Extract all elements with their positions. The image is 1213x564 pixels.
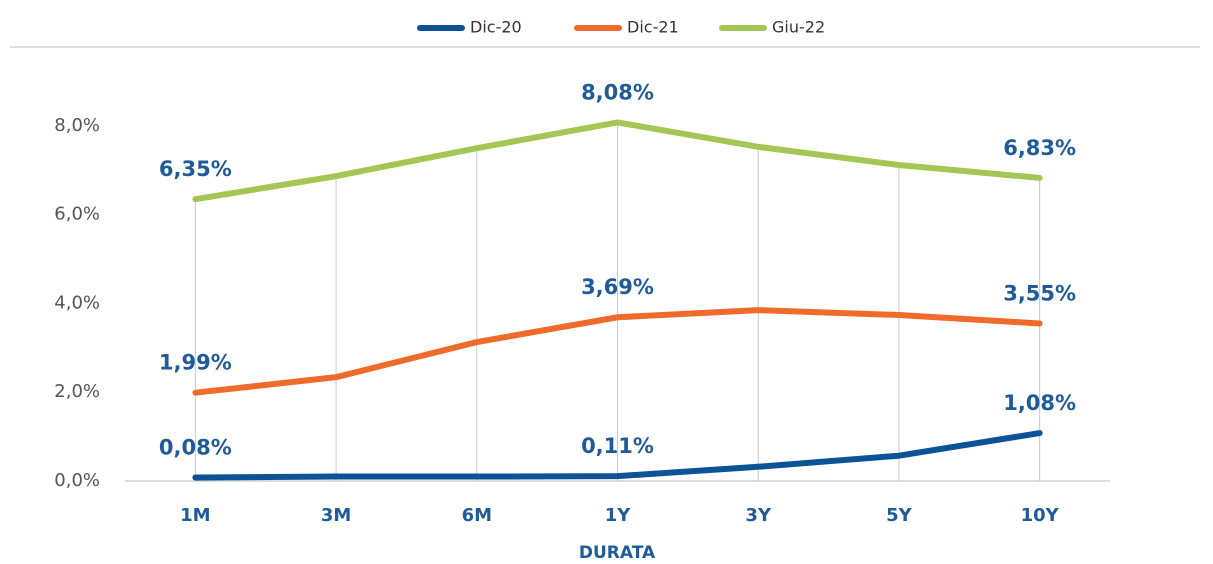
data-label: 6,83% <box>1003 136 1076 160</box>
legend-label: Giu-22 <box>772 18 825 37</box>
y-tick-label: 2,0% <box>54 381 100 402</box>
x-axis-title: DURATA <box>579 543 656 563</box>
data-label: 1,99% <box>159 351 232 375</box>
series-line <box>192 307 1043 396</box>
x-tick-label: 3M <box>321 505 351 526</box>
y-tick-label: 6,0% <box>54 204 100 225</box>
series-line <box>192 430 1043 481</box>
data-label: 6,35% <box>159 157 232 181</box>
x-tick-label: 5Y <box>886 505 913 526</box>
y-tick-label: 0,0% <box>54 470 100 491</box>
y-tick-label: 4,0% <box>54 292 100 313</box>
x-tick-label: 1M <box>180 505 210 526</box>
data-label: 0,11% <box>581 434 654 458</box>
data-label: 1,08% <box>1003 391 1076 415</box>
data-label: 0,08% <box>159 435 232 459</box>
legend-label: Dic-21 <box>627 18 679 37</box>
data-label: 8,08% <box>581 80 654 104</box>
data-label: 3,55% <box>1003 281 1076 305</box>
x-tick-label: 10Y <box>1021 505 1060 526</box>
x-tick-label: 3Y <box>745 505 772 526</box>
data-label: 3,69% <box>581 275 654 299</box>
x-tick-label: 6M <box>462 505 492 526</box>
legend-label: Dic-20 <box>470 18 522 37</box>
y-tick-label: 8,0% <box>54 115 100 136</box>
series-line <box>192 119 1043 203</box>
x-tick-label: 1Y <box>605 505 632 526</box>
